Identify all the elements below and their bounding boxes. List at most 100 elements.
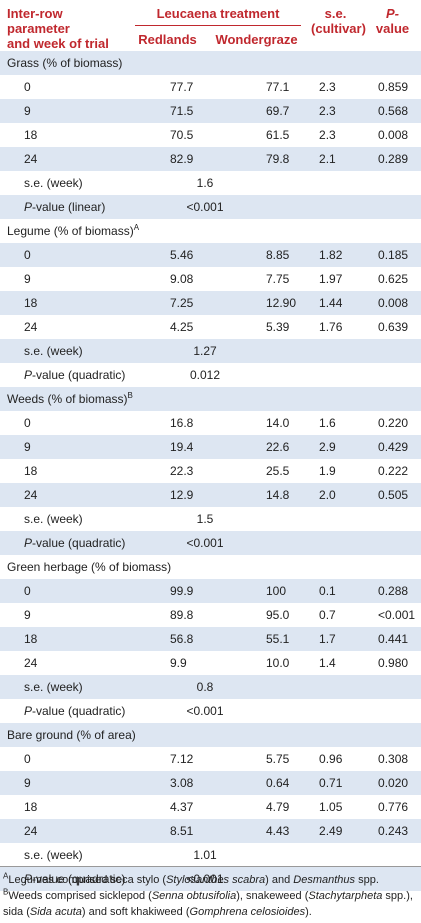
- se-cultivar-cell: 1.97: [307, 267, 365, 291]
- p-value-row: P-value (quadratic) <0.001: [0, 867, 421, 891]
- empty-cell: [364, 339, 421, 363]
- wondergraze-cell: 5.39: [206, 315, 308, 339]
- section-title-footnote-marker: B: [127, 391, 133, 400]
- p-label-rest: -value (quadratic): [32, 368, 126, 382]
- redlands-cell: 4.25: [129, 315, 206, 339]
- wondergraze-cell: 95.0: [206, 603, 308, 627]
- header-wondergraze: Wondergraze: [215, 31, 298, 47]
- empty-cell: [364, 843, 421, 867]
- empty-cell: [364, 699, 421, 723]
- p-value-cell: 0.776: [364, 795, 421, 819]
- footnote-b: BWeeds comprised sicklepod (Senna obtusi…: [3, 887, 413, 918]
- empty-cell: [364, 531, 421, 555]
- empty-cell: [307, 531, 365, 555]
- redlands-cell: 71.5: [129, 99, 206, 123]
- section-header-row: Green herbage (% of biomass): [0, 555, 421, 579]
- week-cell: 9: [0, 603, 129, 627]
- se-cultivar-cell: 0.71: [307, 771, 365, 795]
- p-value-label: P-value (quadratic): [0, 699, 129, 723]
- table-row: 9 19.4 22.6 2.9 0.429: [0, 435, 421, 459]
- p-value-cell: 0.222: [364, 459, 421, 483]
- redlands-cell: 8.51: [129, 819, 206, 843]
- header-p-line1: P-: [368, 6, 417, 21]
- empty-cell: [307, 699, 365, 723]
- p-value-cell: 0.429: [364, 435, 421, 459]
- se-week-label: s.e. (week): [0, 507, 129, 531]
- se-week-label: s.e. (week): [0, 675, 129, 699]
- p-value-cell: 0.008: [364, 291, 421, 315]
- table-row: 24 9.9 10.0 1.4 0.980: [0, 651, 421, 675]
- redlands-cell: 9.9: [129, 651, 206, 675]
- se-cultivar-cell: 1.76: [307, 315, 365, 339]
- wondergraze-cell: 5.75: [206, 747, 308, 771]
- footnote-a-marker: A: [3, 871, 9, 881]
- se-week-label: s.e. (week): [0, 843, 129, 867]
- table-row: 0 5.46 8.85 1.82 0.185: [0, 243, 421, 267]
- empty-cell: [364, 507, 421, 531]
- section-title: Grass (% of biomass): [0, 51, 421, 75]
- table-row: 0 77.7 77.1 2.3 0.859: [0, 75, 421, 99]
- redlands-cell: 99.9: [129, 579, 206, 603]
- table-row: 9 71.5 69.7 2.3 0.568: [0, 99, 421, 123]
- se-cultivar-cell: 1.4: [307, 651, 365, 675]
- se-cultivar-cell: 1.9: [307, 459, 365, 483]
- table-row: 24 82.9 79.8 2.1 0.289: [0, 147, 421, 171]
- se-cultivar-cell: 0.96: [307, 747, 365, 771]
- p-value-value: <0.001: [129, 699, 308, 723]
- p-label-rest: -value (quadratic): [32, 704, 126, 718]
- header-leucaena-treatment: Leucaena treatment: [129, 0, 307, 27]
- results-table: Inter-row parameter and week of trial Le…: [0, 0, 421, 891]
- header-parameter-line1: Inter-row parameter: [7, 6, 70, 36]
- p-value-value: <0.001: [129, 531, 308, 555]
- header-parameter-line2: and week of trial: [7, 36, 109, 51]
- table-body: Grass (% of biomass) 0 77.7 77.1 2.3 0.859 9 71…: [0, 51, 421, 891]
- p-value-label: P-value (linear): [0, 195, 129, 219]
- se-cultivar-cell: 0.7: [307, 603, 365, 627]
- p-value-cell: 0.625: [364, 267, 421, 291]
- se-cultivar-cell: 1.7: [307, 627, 365, 651]
- p-value-row: P-value (quadratic) 0.012: [0, 363, 421, 387]
- week-cell: 18: [0, 627, 129, 651]
- p-value-cell: 0.308: [364, 747, 421, 771]
- week-cell: 9: [0, 435, 129, 459]
- empty-cell: [307, 843, 365, 867]
- wondergraze-cell: 77.1: [206, 75, 308, 99]
- section-title-text: Legume (% of biomass): [7, 224, 134, 238]
- wondergraze-cell: 69.7: [206, 99, 308, 123]
- wondergraze-cell: 14.0: [206, 411, 308, 435]
- wondergraze-cell: 12.90: [206, 291, 308, 315]
- week-cell: 0: [0, 579, 129, 603]
- redlands-cell: 82.9: [129, 147, 206, 171]
- p-value-cell: 0.185: [364, 243, 421, 267]
- week-cell: 18: [0, 291, 129, 315]
- table-row: 18 56.8 55.1 1.7 0.441: [0, 627, 421, 651]
- week-cell: 24: [0, 315, 129, 339]
- p-value-cell: 0.505: [364, 483, 421, 507]
- header-p-line2: value: [375, 21, 410, 36]
- se-cultivar-cell: 2.3: [307, 99, 365, 123]
- empty-cell: [307, 675, 365, 699]
- p-value-cell: 0.008: [364, 123, 421, 147]
- table-row: 18 4.37 4.79 1.05 0.776: [0, 795, 421, 819]
- table-row: 24 8.51 4.43 2.49 0.243: [0, 819, 421, 843]
- section-header-row: Legume (% of biomass)A: [0, 219, 421, 243]
- redlands-cell: 12.9: [129, 483, 206, 507]
- p-value-label: P-value (quadratic): [0, 363, 129, 387]
- table-header: Inter-row parameter and week of trial Le…: [0, 0, 421, 51]
- se-week-label: s.e. (week): [0, 339, 129, 363]
- wondergraze-cell: 14.8: [206, 483, 308, 507]
- se-week-value: 1.6: [129, 171, 308, 195]
- p-label-rest: -value (quadratic): [32, 872, 126, 886]
- redlands-cell: 7.12: [129, 747, 206, 771]
- redlands-cell: 3.08: [129, 771, 206, 795]
- se-cultivar-cell: 1.82: [307, 243, 365, 267]
- se-cultivar-cell: 1.6: [307, 411, 365, 435]
- table-row: 24 4.25 5.39 1.76 0.639: [0, 315, 421, 339]
- p-value-cell: 0.980: [364, 651, 421, 675]
- empty-cell: [307, 363, 365, 387]
- header-se-line1: s.e.: [324, 6, 347, 21]
- empty-cell: [364, 195, 421, 219]
- se-cultivar-cell: 2.9: [307, 435, 365, 459]
- footnote-divider: [0, 866, 421, 867]
